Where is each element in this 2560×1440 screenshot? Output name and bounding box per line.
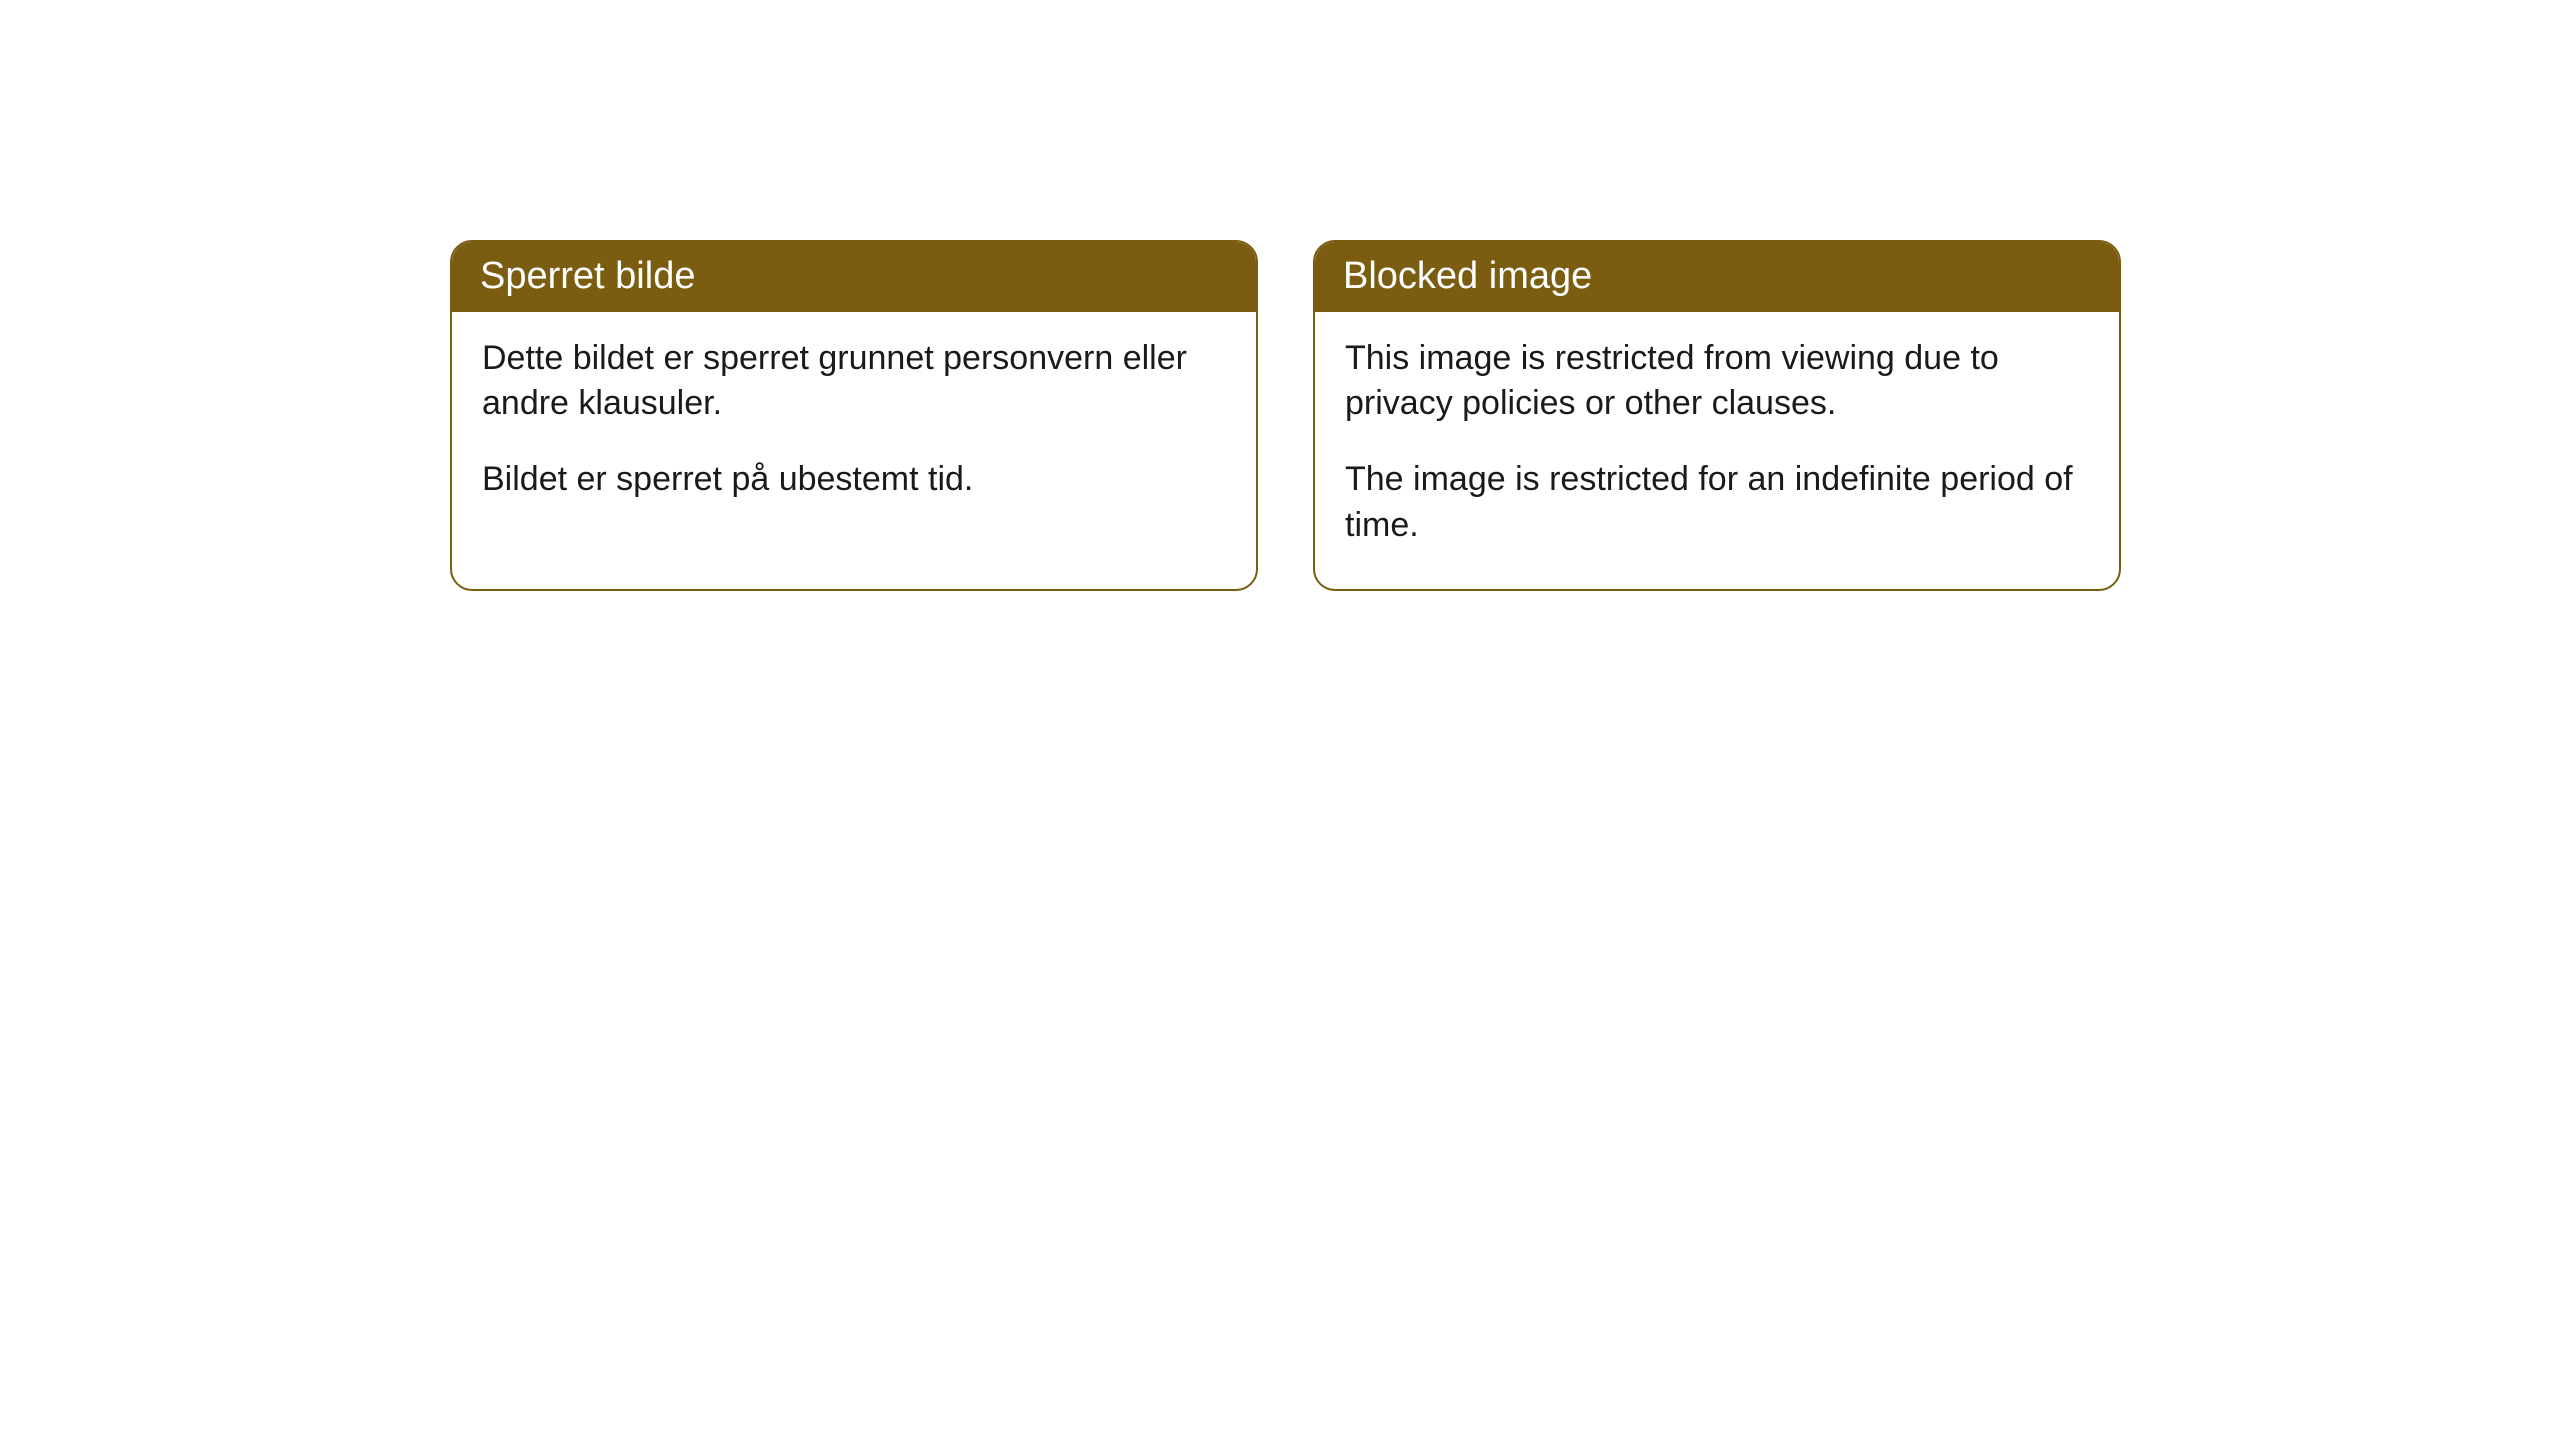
card-header-english: Blocked image [1315,242,2119,312]
blocked-image-card-norwegian: Sperret bilde Dette bildet er sperret gr… [450,240,1258,591]
card-body-norwegian: Dette bildet er sperret grunnet personve… [452,312,1256,544]
card-paragraph: Dette bildet er sperret grunnet personve… [482,336,1226,428]
blocked-image-card-english: Blocked image This image is restricted f… [1313,240,2121,591]
notice-cards-container: Sperret bilde Dette bildet er sperret gr… [0,0,2560,591]
card-paragraph: This image is restricted from viewing du… [1345,336,2089,428]
card-paragraph: The image is restricted for an indefinit… [1345,457,2089,549]
card-body-english: This image is restricted from viewing du… [1315,312,2119,590]
card-paragraph: Bildet er sperret på ubestemt tid. [482,457,1226,503]
card-header-norwegian: Sperret bilde [452,242,1256,312]
